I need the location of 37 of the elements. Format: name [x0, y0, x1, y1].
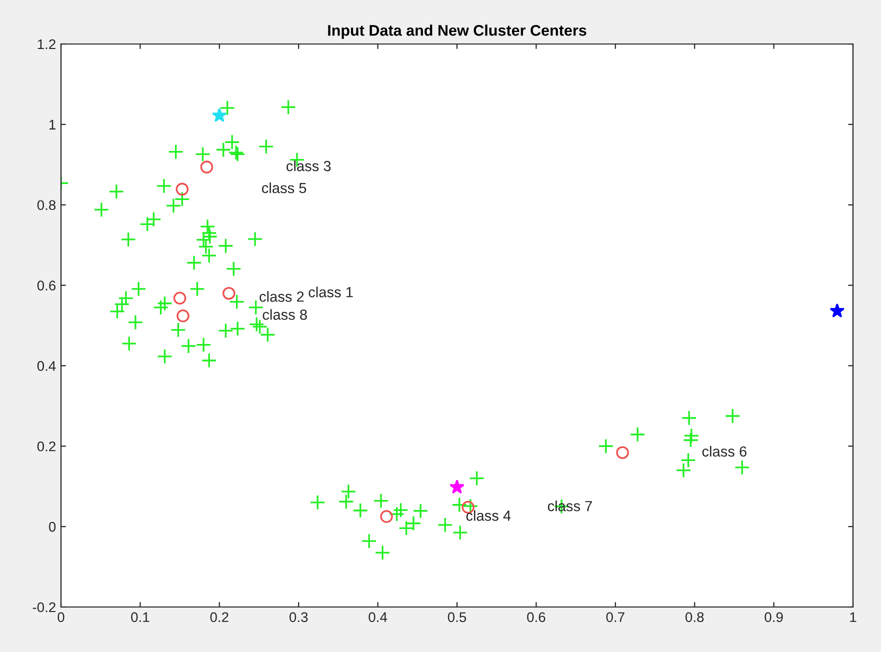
point	[380, 510, 393, 523]
x-tick-label: 1	[850, 612, 856, 622]
x-tick-label: 0.8	[685, 612, 704, 622]
y-tick-label: 0.4	[37, 361, 56, 371]
x-tick-label: 0.2	[210, 612, 228, 622]
x-tick-label: 0	[58, 612, 64, 622]
annotation: class 3	[286, 160, 331, 172]
annotation: class 8	[262, 309, 307, 320]
y-tick-label: 0.6	[37, 280, 56, 290]
x-tick-label: 0.1	[131, 612, 150, 622]
y-tick-label: -0.2	[32, 602, 56, 612]
y-tick-label: 1.2	[38, 39, 56, 50]
annotation: class 4	[466, 510, 511, 521]
point	[200, 160, 214, 174]
point	[212, 108, 227, 122]
chart-title: Input Data and New Cluster Centers	[328, 24, 586, 39]
x-tick-label: 0.6	[527, 612, 546, 622]
point	[450, 479, 464, 494]
y-tick-label: 0	[48, 522, 56, 532]
point	[176, 309, 190, 322]
point	[830, 303, 845, 318]
annotation: class 5	[262, 182, 306, 194]
x-tick-label: 0.9	[764, 612, 783, 622]
point	[616, 446, 629, 459]
annotation: class 2	[260, 291, 304, 302]
point	[176, 182, 189, 196]
annotation: class 6	[702, 446, 746, 457]
x-tick-label: 0.5	[448, 612, 466, 622]
x-tick-label: 0.4	[368, 612, 388, 622]
annotation: class 1	[308, 286, 353, 298]
point	[222, 286, 236, 300]
x-tick-label: 0.7	[606, 612, 624, 622]
x-tick-label: 0.3	[289, 612, 308, 622]
point	[173, 292, 186, 305]
y-tick-label: 0.2	[37, 441, 56, 452]
y-tick-label: 1	[49, 120, 56, 130]
y-tick-label: 0.8	[37, 200, 56, 210]
